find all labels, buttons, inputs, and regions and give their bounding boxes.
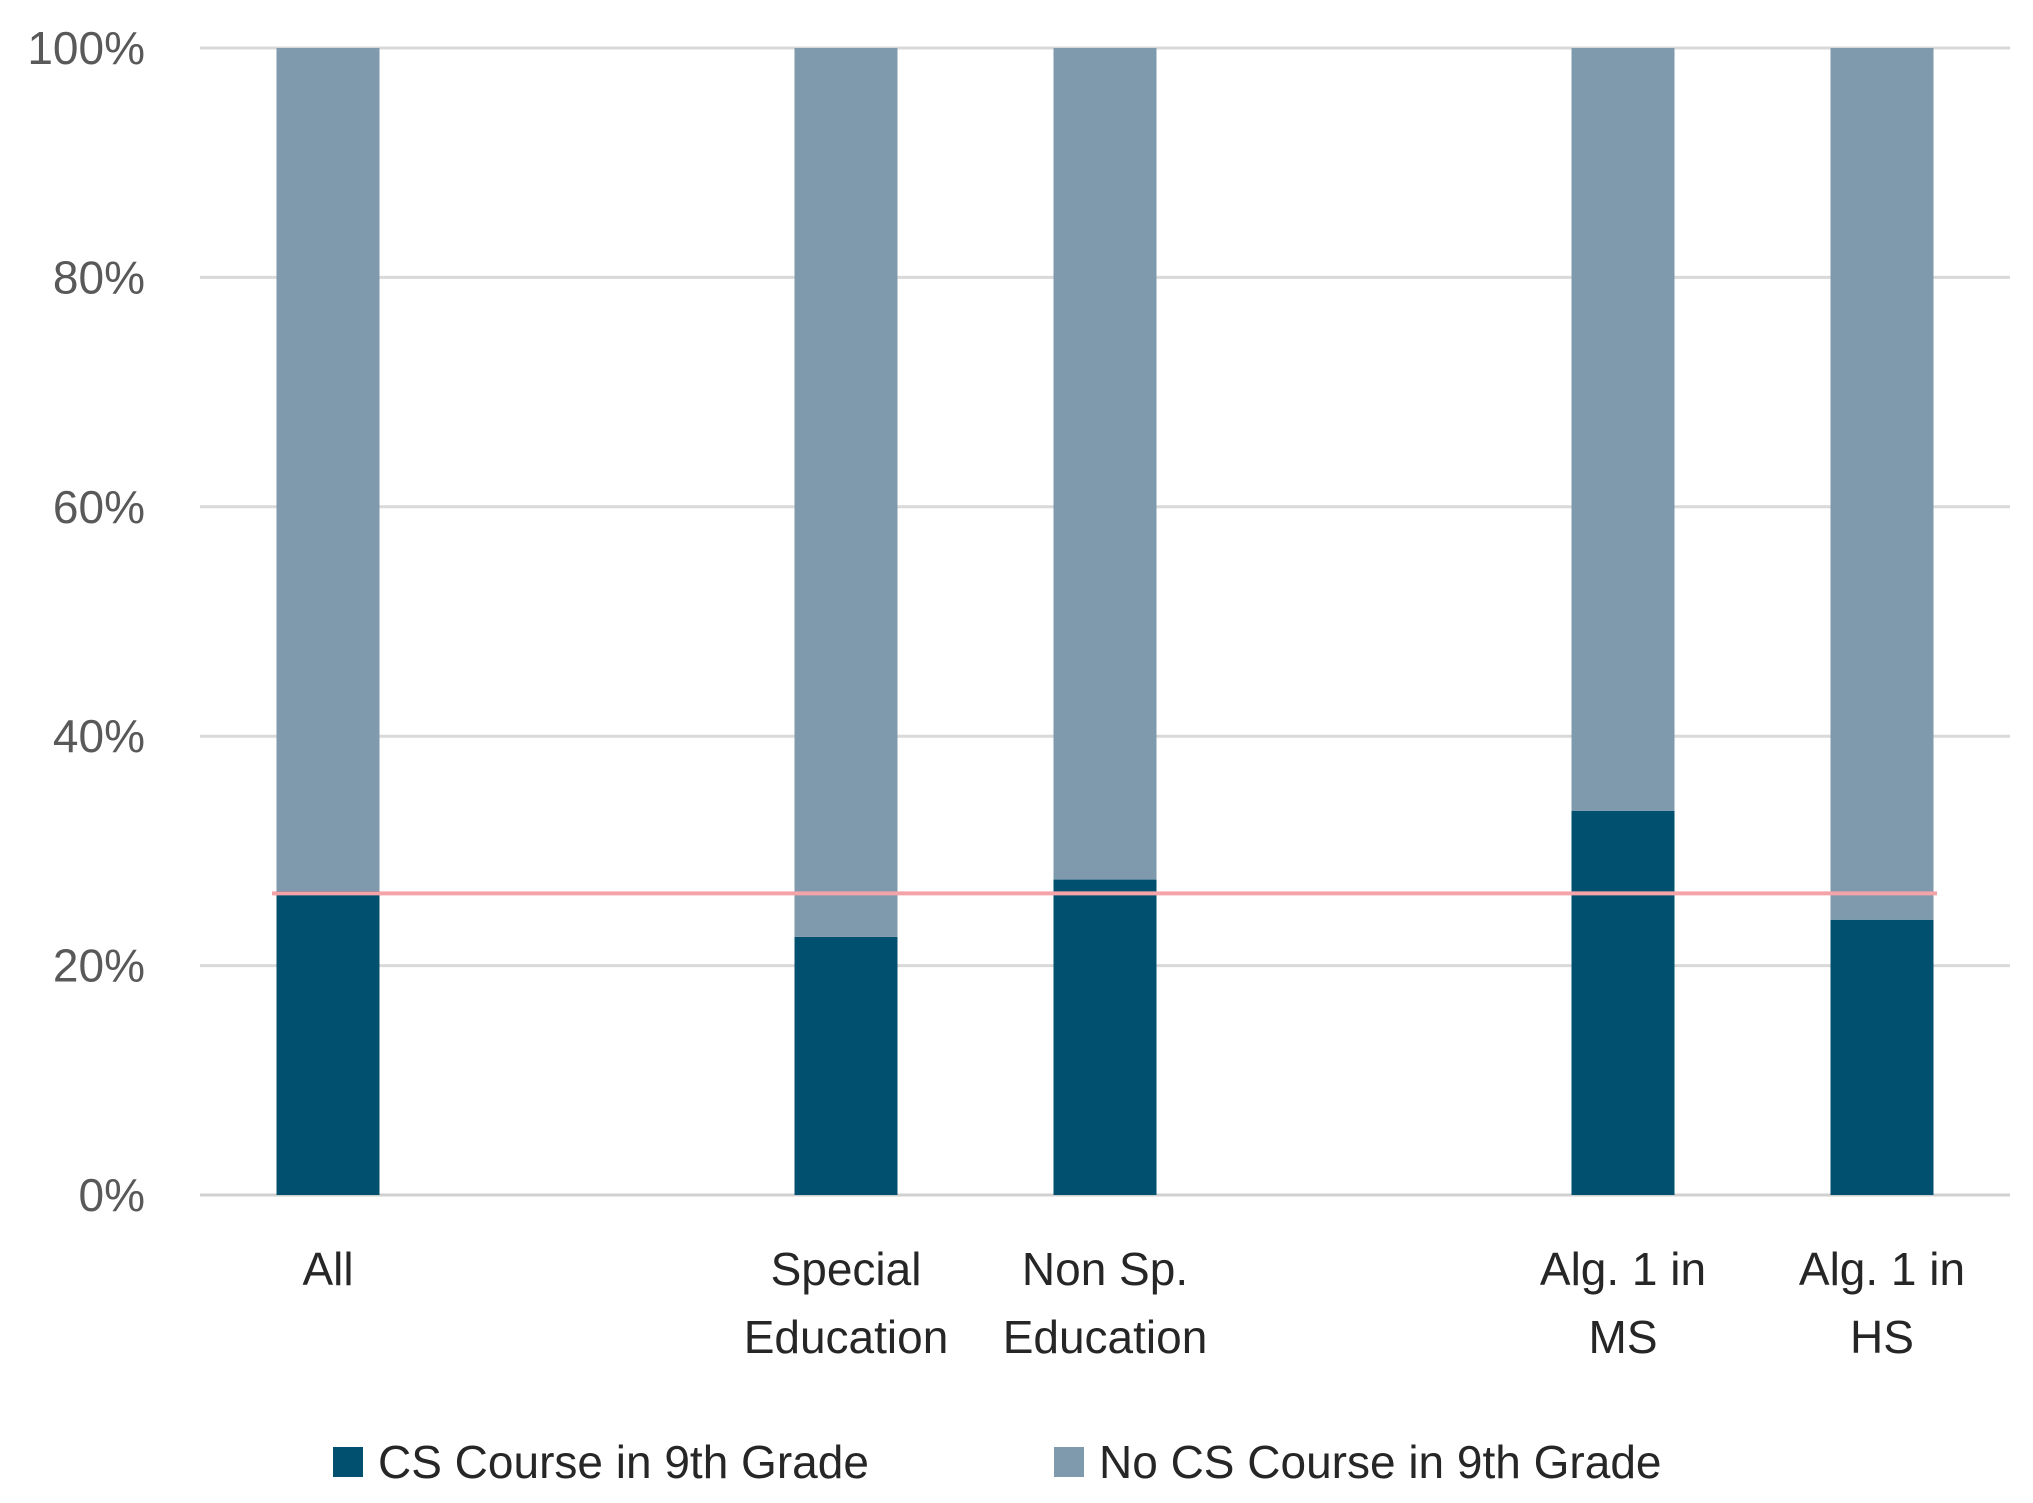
bar-cs-0 [276,891,380,1195]
y-tick-label: 20% [53,940,145,992]
bar-cs-1 [794,936,898,1195]
y-axis-ticks: 0% 20% 40% 60% 80% 100% [27,22,145,1221]
category-label: Alg. 1 in [1799,1243,1965,1295]
bar-cs-3 [1571,810,1675,1195]
legend-swatch-0 [333,1447,363,1477]
category-label: All [302,1243,353,1295]
category-label: Non Sp. [1022,1243,1188,1295]
bars [276,48,1934,1195]
y-tick-label: 60% [53,481,145,533]
bar-no-cs-1 [794,48,898,937]
category-label: HS [1850,1311,1914,1363]
x-axis-labels: All Special Education Non Sp. Education Alg. … [302,1243,1965,1363]
category-label: Alg. 1 in [1540,1243,1706,1295]
legend-swatch-1 [1054,1447,1084,1477]
bar-cs-2 [1053,879,1157,1195]
y-tick-label: 100% [27,22,145,74]
category-label: MS [1589,1311,1658,1363]
y-tick-label: 0% [79,1169,145,1221]
legend-label-0: CS Course in 9th Grade [378,1436,869,1488]
y-tick-label: 40% [53,710,145,762]
bar-no-cs-3 [1571,48,1675,811]
y-tick-label: 80% [53,251,145,303]
category-label: Education [1003,1311,1208,1363]
bar-cs-4 [1830,919,1934,1195]
bar-no-cs-4 [1830,48,1934,920]
bar-no-cs-0 [276,48,380,892]
legend: CS Course in 9th Grade No CS Course in 9t… [333,1436,1662,1488]
category-label: Special [771,1243,922,1295]
legend-label-1: No CS Course in 9th Grade [1099,1436,1662,1488]
category-label: Education [744,1311,949,1363]
bar-no-cs-2 [1053,48,1157,880]
